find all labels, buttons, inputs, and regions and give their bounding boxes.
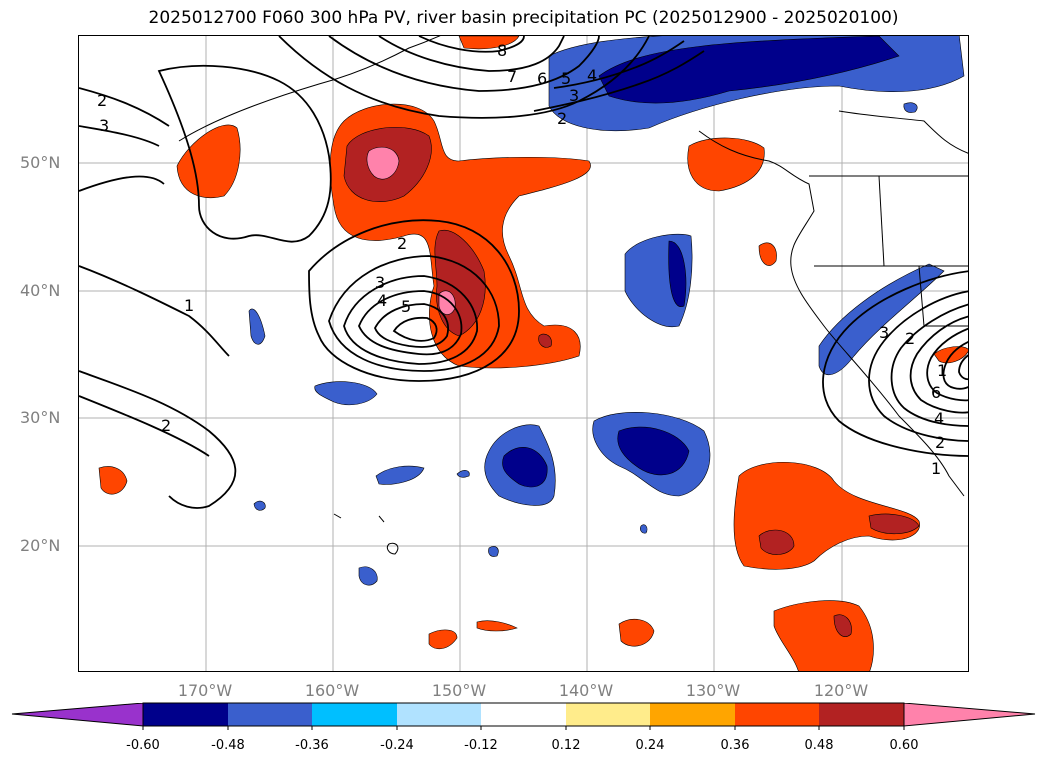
colorbar-tick: 0.48 — [804, 738, 834, 753]
colorbar-tick: -0.60 — [126, 738, 160, 753]
contour-label: 1 — [184, 296, 194, 315]
contour-label: 3 — [99, 116, 109, 135]
lon-label-170w: 170°W — [177, 681, 233, 700]
lat-label-50n: 50°N — [20, 153, 61, 172]
contour-label: 2 — [935, 433, 945, 452]
colorbar-tick: -0.24 — [380, 738, 414, 753]
map-title: 2025012700 F060 300 hPa PV, river basin … — [148, 8, 899, 28]
contour-label: 5 — [401, 297, 411, 316]
colorbar-tick: -0.12 — [464, 738, 498, 753]
contour-label: 2 — [97, 91, 107, 110]
coastlines — [178, 36, 968, 555]
contour-label: 2 — [397, 234, 407, 253]
contour-label: 6 — [931, 383, 941, 402]
contour-label: 4 — [587, 66, 597, 85]
contour-labels: 2 3 1 2 2 3 4 5 8 7 6 5 4 3 2 3 2 1 6 4 … — [97, 41, 947, 478]
lon-label-150w: 150°W — [431, 681, 487, 700]
colorbar-extend-min — [12, 703, 143, 726]
colorbar-segment — [650, 703, 735, 726]
lon-label-160w: 160°W — [304, 681, 360, 700]
colorbar-tick: 0.60 — [889, 738, 919, 753]
lat-label-30n: 30°N — [20, 408, 61, 427]
contour-label: 5 — [561, 69, 571, 88]
contour-label: 3 — [879, 323, 889, 342]
colorbar-tick: 0.24 — [635, 738, 665, 753]
colorbar-segment — [143, 703, 228, 726]
colorbar-segment — [566, 703, 650, 726]
contour-label: 2 — [161, 416, 171, 435]
lon-label-120w: 120°W — [813, 681, 869, 700]
map-canvas: 2 3 1 2 2 3 4 5 8 7 6 5 4 3 2 3 2 1 6 4 … — [79, 36, 968, 671]
contour-label: 6 — [537, 69, 547, 88]
contour-label: 2 — [905, 329, 915, 348]
contour-label: 1 — [937, 361, 947, 380]
contour-label: 1 — [931, 459, 941, 478]
contour-label: 4 — [934, 409, 944, 428]
contour-label: 3 — [569, 86, 579, 105]
colorbar-segment — [312, 703, 397, 726]
colorbar-segment — [819, 703, 904, 726]
lat-label-20n: 20°N — [20, 536, 61, 555]
contour-label: 4 — [377, 291, 387, 310]
colorbar-tick: -0.48 — [211, 738, 245, 753]
colorbar-tick: 0.36 — [720, 738, 750, 753]
pv-contours — [79, 36, 968, 509]
lon-label-130w: 130°W — [685, 681, 741, 700]
colorbar-extend-max — [904, 703, 1035, 726]
colorbar-segments — [12, 703, 1035, 726]
contour-label: 3 — [375, 273, 385, 292]
lat-label-40n: 40°N — [20, 281, 61, 300]
colorbar-segment — [481, 703, 566, 726]
lon-label-140w: 140°W — [558, 681, 614, 700]
contour-label: 8 — [497, 41, 507, 60]
contour-label: 7 — [507, 67, 517, 86]
colorbar-segment — [397, 703, 481, 726]
colorbar-segment — [735, 703, 819, 726]
colorbar-segment — [228, 703, 312, 726]
contour-label: 2 — [557, 109, 567, 128]
map-area: 2 3 1 2 2 3 4 5 8 7 6 5 4 3 2 3 2 1 6 4 … — [78, 35, 969, 672]
colorbar-tick: -0.36 — [295, 738, 329, 753]
colorbar-tick: 0.12 — [551, 738, 581, 753]
